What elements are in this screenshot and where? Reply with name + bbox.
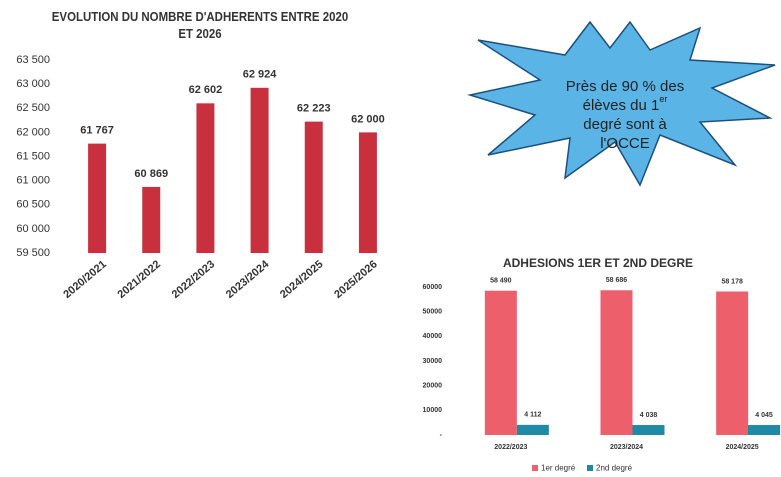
- bar: [716, 291, 749, 435]
- data-label: 62 223: [297, 103, 331, 115]
- y-tick-label: 40000: [423, 333, 443, 340]
- y-tick-label: 61 000: [16, 175, 50, 187]
- data-label: 62 924: [243, 69, 278, 81]
- legend-swatch: [532, 465, 538, 471]
- y-tick-label: -: [440, 432, 443, 439]
- y-tick-label: 60 500: [16, 199, 50, 211]
- bar: [142, 186, 161, 253]
- y-tick-label: 63 500: [16, 54, 50, 66]
- legend-swatch: [587, 465, 593, 471]
- callout-text: Près de 90 % des: [566, 78, 684, 95]
- bar: [600, 290, 633, 435]
- data-label: 60 869: [134, 168, 168, 180]
- x-tick-label: 2022/2023: [170, 258, 218, 301]
- data-label: 58 686: [606, 277, 628, 284]
- callout-line: degré sont à: [583, 116, 667, 133]
- y-tick-label: 62 000: [16, 126, 50, 138]
- callout-line: élèves du 1er: [583, 94, 668, 114]
- x-tick-label: 2025/2026: [332, 258, 380, 301]
- data-label: 4 112: [524, 412, 541, 419]
- chart-title: EVOLUTION DU NOMBRE D'ADHERENTS ENTRE 20…: [51, 9, 349, 41]
- y-tick-label: 60000: [423, 284, 443, 291]
- bar: [484, 290, 517, 435]
- callout-line: l'OCCE: [600, 135, 650, 152]
- callout-text: élèves du 1: [583, 97, 660, 114]
- x-tick-label: 2021/2022: [115, 258, 163, 301]
- x-tick-label: 2023/2024: [224, 258, 272, 301]
- bar: [632, 425, 665, 435]
- x-tick-label: 2023/2024: [610, 444, 643, 451]
- callout-text: l'OCCE: [600, 135, 650, 152]
- bar: [358, 132, 377, 253]
- y-tick-label: 61 500: [16, 150, 50, 162]
- y-tick-label: 30000: [423, 358, 443, 365]
- star-callout: [467, 20, 776, 187]
- x-tick-label: 2024/2025: [726, 444, 759, 451]
- bar: [88, 143, 107, 253]
- y-tick-label: 60 000: [16, 223, 50, 235]
- y-tick-label: 59 500: [16, 247, 50, 259]
- data-label: 58 490: [490, 278, 512, 285]
- data-label: 62 602: [189, 84, 223, 96]
- bar: [196, 103, 215, 254]
- x-tick-label: 2022/2023: [494, 444, 527, 451]
- y-tick-label: 62 500: [16, 102, 50, 114]
- chart-title: ADHESIONS 1ER ET 2ND DEGRE: [503, 256, 693, 270]
- callout-text: degré sont à: [583, 116, 667, 133]
- data-label: 62 000: [351, 113, 385, 125]
- bar: [304, 121, 323, 253]
- callout-sup: er: [659, 94, 667, 104]
- legend-label: 2nd degré: [596, 464, 633, 473]
- y-tick-label: 63 000: [16, 78, 50, 90]
- data-label: 4 038: [640, 412, 658, 419]
- legend-label: 1er degré: [541, 464, 576, 473]
- data-label: 58 178: [721, 278, 743, 285]
- y-tick-label: 10000: [423, 407, 443, 414]
- data-label: 4 045: [755, 412, 773, 419]
- bar: [748, 425, 780, 435]
- y-tick-label: 50000: [423, 309, 443, 316]
- x-tick-label: 2020/2021: [61, 258, 109, 301]
- data-label: 61 767: [80, 125, 114, 137]
- callout-line: Près de 90 % des: [566, 78, 684, 95]
- bar: [250, 87, 269, 254]
- bar: [516, 424, 549, 435]
- x-tick-label: 2024/2025: [278, 258, 326, 301]
- y-tick-label: 20000: [423, 383, 443, 390]
